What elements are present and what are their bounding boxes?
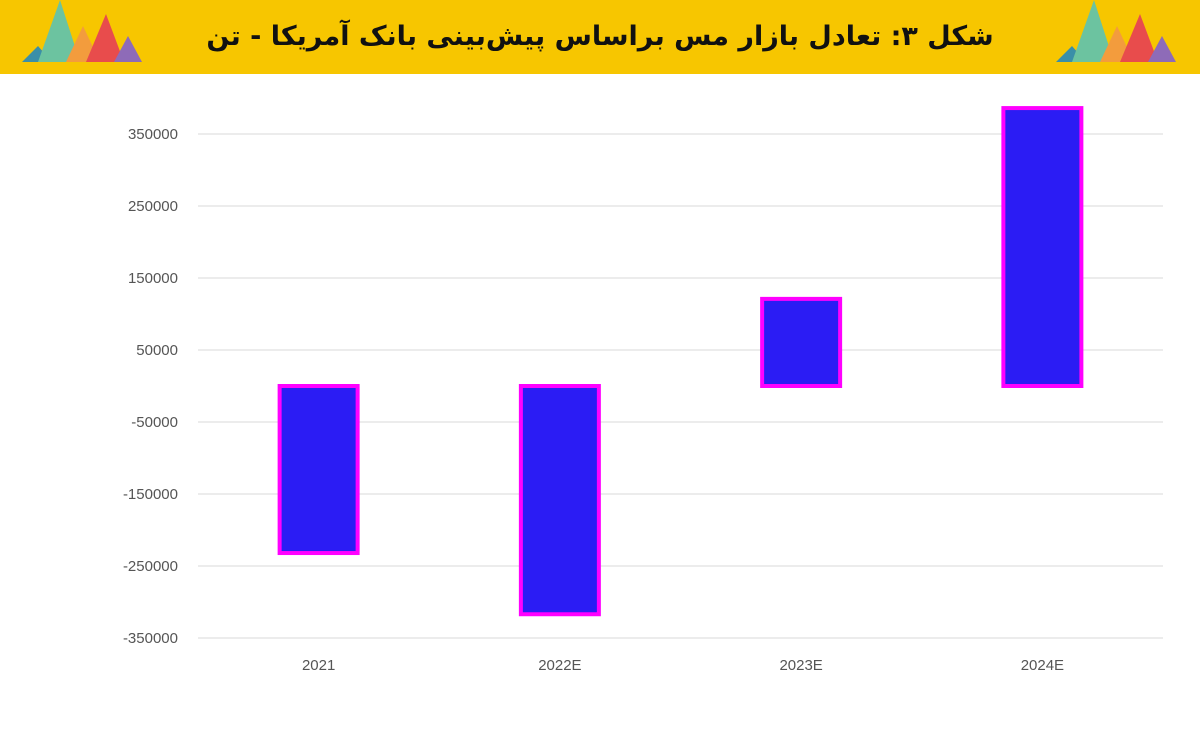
bar-2023e — [760, 296, 843, 389]
bar-2022e — [518, 384, 601, 617]
y-tick-label: 150000 — [128, 270, 178, 287]
x-tick-label: 2024E — [1021, 657, 1064, 674]
y-tick-label: -150000 — [123, 486, 178, 503]
y-tick-label: -50000 — [131, 414, 178, 431]
colorful-peaks-logo-icon — [1056, 0, 1176, 62]
x-tick-label: 2022E — [538, 657, 581, 674]
chart-title: شکل ۳: تعادل بازار مس براساس پیش‌بینی با… — [206, 21, 994, 52]
x-tick-label: 2021 — [302, 657, 335, 674]
y-tick-label: 250000 — [128, 198, 178, 215]
header-banner: شکل ۳: تعادل بازار مس براساس پیش‌بینی با… — [0, 0, 1200, 74]
bar-2024e — [1001, 106, 1084, 389]
bars — [277, 106, 1084, 617]
y-tick-label: -350000 — [123, 630, 178, 647]
y-tick-label: -250000 — [123, 558, 178, 575]
bar-2021 — [277, 384, 360, 556]
y-axis-ticks: 350000 250000 150000 50000 -50000 -150000 -250… — [123, 126, 178, 647]
x-axis-ticks: 2021 2022E 2023E 2024E — [302, 657, 1064, 674]
bar-chart: 350000 250000 150000 50000 -50000 -150000 -250… — [123, 106, 1163, 674]
colorful-peaks-logo-icon — [22, 0, 142, 62]
x-tick-label: 2023E — [779, 657, 822, 674]
y-tick-label: 50000 — [136, 342, 178, 359]
y-tick-label: 350000 — [128, 126, 178, 143]
